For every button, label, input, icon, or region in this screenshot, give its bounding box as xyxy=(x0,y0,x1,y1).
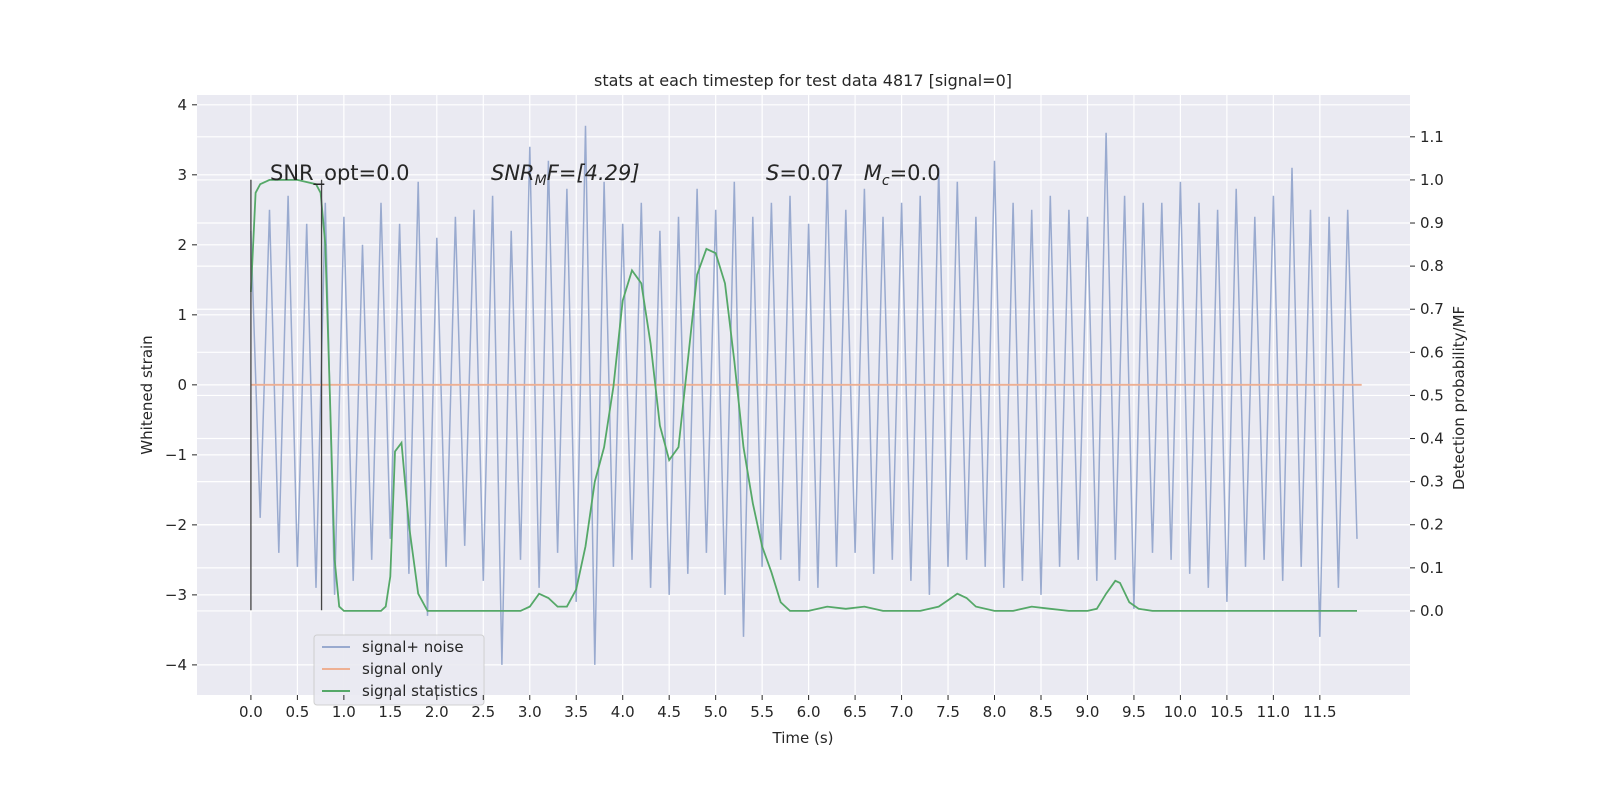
y-axis-label: Whitened strain xyxy=(138,335,156,454)
y2-axis-label: Detection probability/MF xyxy=(1450,306,1468,490)
annotation-part: SNR xyxy=(491,161,535,185)
y-tick-label: 0.3 xyxy=(1420,473,1444,491)
y-tick-label: 0.4 xyxy=(1420,430,1444,448)
y-tick-label: 1 xyxy=(177,306,187,324)
y-tick-label: 1.1 xyxy=(1420,128,1444,146)
y-tick-label: −4 xyxy=(165,656,187,674)
annotation: SNR_opt=0.0 xyxy=(270,161,410,186)
y-tick-label: 0.6 xyxy=(1420,343,1444,361)
x-tick-label: 9.5 xyxy=(1122,703,1146,721)
x-tick-label: 1.0 xyxy=(332,703,356,721)
y-tick-label: −1 xyxy=(165,446,187,464)
x-tick-label: 8.0 xyxy=(983,703,1007,721)
x-tick-label: 0.5 xyxy=(285,703,309,721)
x-tick-label: 4.0 xyxy=(611,703,635,721)
annotation-part: M xyxy=(864,161,882,185)
legend-label: signal statistics xyxy=(362,682,478,700)
y-tick-label: −2 xyxy=(165,516,187,534)
x-tick-label: 1.5 xyxy=(378,703,402,721)
annotation-part: =0.0 xyxy=(890,161,941,185)
y-tick-label: 2 xyxy=(177,236,187,254)
y-tick-label: 0.9 xyxy=(1420,214,1444,232)
y-tick-label: 0.7 xyxy=(1420,300,1444,318)
y-tick-label: 0 xyxy=(177,376,187,394)
x-tick-label: 5.0 xyxy=(704,703,728,721)
annotation-part: F=[4.29] xyxy=(547,161,640,185)
x-tick-label: 0.0 xyxy=(239,703,263,721)
x-tick-label: 7.5 xyxy=(936,703,960,721)
x-tick-label: 5.5 xyxy=(750,703,774,721)
annotation-part: S xyxy=(766,161,779,185)
chart-title: stats at each timestep for test data 481… xyxy=(594,71,1012,90)
x-tick-label: 2.5 xyxy=(471,703,495,721)
y-tick-label: 0.0 xyxy=(1420,602,1444,620)
y-tick-label: 0.8 xyxy=(1420,257,1444,275)
x-tick-label: 11.0 xyxy=(1257,703,1290,721)
x-tick-label: 3.5 xyxy=(564,703,588,721)
x-tick-label: 6.5 xyxy=(843,703,867,721)
series-line xyxy=(250,179,1357,612)
x-tick-label: 10.5 xyxy=(1210,703,1243,721)
annotation-part: c xyxy=(882,173,890,189)
x-tick-label: 9.0 xyxy=(1076,703,1100,721)
y-tick-label: −3 xyxy=(165,586,187,604)
x-tick-label: 6.0 xyxy=(797,703,821,721)
legend-label: signal only xyxy=(362,660,443,678)
x-axis-label: Time (s) xyxy=(772,729,834,747)
y-tick-label: 4 xyxy=(177,96,187,114)
x-tick-label: 7.0 xyxy=(890,703,914,721)
legend-label: signal+ noise xyxy=(362,638,464,656)
x-tick-label: 11.5 xyxy=(1303,703,1336,721)
annotation-part: M xyxy=(535,173,547,189)
legend-box xyxy=(313,634,485,706)
series-line xyxy=(250,125,1358,665)
x-tick-label: 3.0 xyxy=(518,703,542,721)
y-tick-label: 0.2 xyxy=(1420,516,1444,534)
annotation: S=0.07 Mc=0.0 xyxy=(766,161,941,189)
y-tick-label: 0.5 xyxy=(1420,386,1444,404)
annotation: SNRMF=[4.29] xyxy=(491,161,640,189)
x-tick-label: 8.5 xyxy=(1029,703,1053,721)
y-tick-label: 0.1 xyxy=(1420,559,1444,577)
x-tick-label: 2.0 xyxy=(425,703,449,721)
y-tick-label: 3 xyxy=(177,166,187,184)
x-tick-label: 4.5 xyxy=(657,703,681,721)
x-tick-label: 10.0 xyxy=(1164,703,1197,721)
y-tick-label: 1.0 xyxy=(1420,171,1444,189)
annotation-part: =0.07 xyxy=(779,161,863,185)
